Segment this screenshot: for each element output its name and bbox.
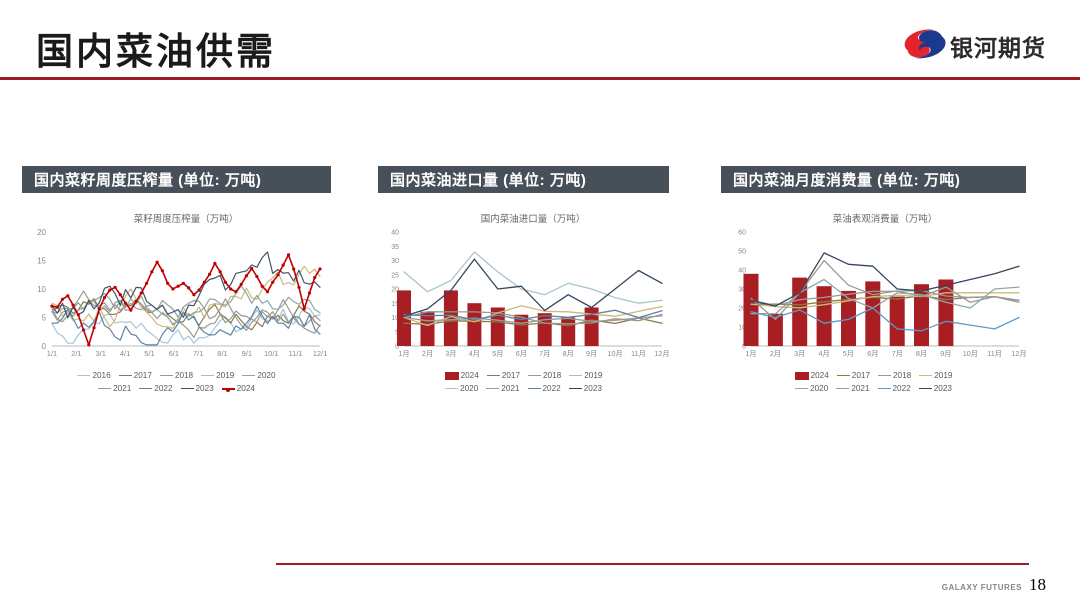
svg-text:8/1: 8/1 [217, 349, 227, 358]
svg-text:40: 40 [738, 268, 746, 275]
svg-text:4月: 4月 [469, 349, 480, 358]
svg-text:35: 35 [391, 244, 399, 251]
svg-text:8月: 8月 [916, 349, 927, 358]
svg-text:20: 20 [37, 228, 46, 237]
svg-text:40: 40 [391, 230, 399, 237]
svg-text:5月: 5月 [843, 349, 854, 358]
svg-text:3月: 3月 [794, 349, 805, 358]
svg-text:12/1: 12/1 [313, 349, 328, 358]
svg-text:10/1: 10/1 [264, 349, 279, 358]
svg-text:6月: 6月 [516, 349, 527, 358]
svg-text:9/1: 9/1 [242, 349, 252, 358]
svg-text:9月: 9月 [940, 349, 951, 358]
svg-text:60: 60 [738, 230, 746, 237]
svg-text:国内菜油进口量（万吨）: 国内菜油进口量（万吨） [481, 213, 586, 225]
svg-text:10月: 10月 [608, 349, 623, 358]
svg-text:3/1: 3/1 [95, 349, 105, 358]
svg-text:7月: 7月 [892, 349, 903, 358]
svg-text:30: 30 [391, 258, 399, 265]
svg-text:10: 10 [37, 285, 46, 294]
svg-text:8月: 8月 [563, 349, 574, 358]
svg-text:11/1: 11/1 [289, 349, 303, 358]
svg-text:2/1: 2/1 [71, 349, 81, 358]
svg-text:6/1: 6/1 [169, 349, 179, 358]
svg-text:5/1: 5/1 [144, 349, 154, 358]
svg-text:2月: 2月 [422, 349, 433, 358]
svg-text:3月: 3月 [445, 349, 456, 358]
svg-text:6月: 6月 [867, 349, 878, 358]
svg-text:11月: 11月 [631, 349, 646, 358]
svg-text:25: 25 [391, 273, 399, 280]
svg-text:菜籽周度压榨量（万吨）: 菜籽周度压榨量（万吨） [134, 213, 239, 225]
svg-text:2月: 2月 [770, 349, 781, 358]
svg-text:5月: 5月 [492, 349, 503, 358]
svg-text:4/1: 4/1 [120, 349, 130, 358]
svg-text:4月: 4月 [819, 349, 830, 358]
svg-text:5: 5 [42, 314, 47, 323]
svg-text:10月: 10月 [963, 349, 978, 358]
svg-text:7月: 7月 [539, 349, 550, 358]
svg-text:1/1: 1/1 [47, 349, 57, 358]
svg-text:菜油表观消费量（万吨）: 菜油表观消费量（万吨） [833, 213, 938, 225]
svg-text:7/1: 7/1 [193, 349, 203, 358]
svg-text:12月: 12月 [1011, 349, 1026, 358]
svg-text:1月: 1月 [398, 349, 409, 358]
svg-text:50: 50 [738, 249, 746, 256]
svg-text:12月: 12月 [654, 349, 669, 358]
svg-text:1月: 1月 [745, 349, 756, 358]
svg-text:9月: 9月 [586, 349, 597, 358]
svg-text:15: 15 [37, 257, 46, 266]
svg-text:11月: 11月 [987, 349, 1002, 358]
